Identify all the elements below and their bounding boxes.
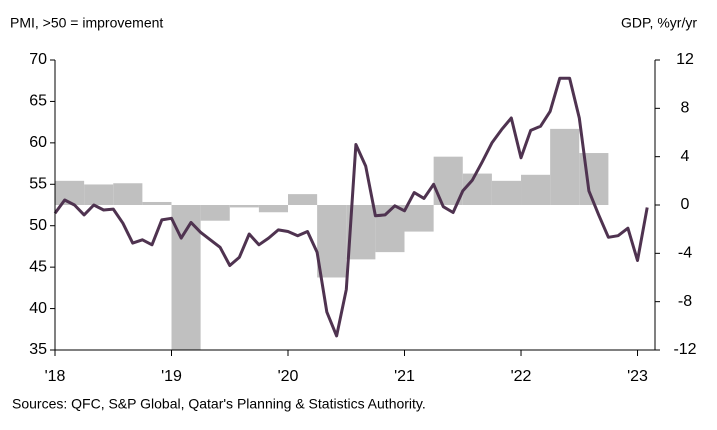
pmi-line	[53, 76, 649, 338]
gdp-bar	[550, 128, 580, 205]
y2-tick-label: -8	[678, 293, 692, 310]
gdp-bar	[142, 201, 172, 205]
source-note: Sources: QFC, S&P Global, Qatar's Planni…	[12, 396, 426, 412]
x-tick-label: '20	[278, 368, 299, 385]
gdp-bar	[521, 174, 551, 205]
y2-tick-label: 0	[681, 196, 690, 213]
y-axis-label: PMI, >50 = improvement	[10, 15, 163, 31]
y2-tick-label: 12	[676, 51, 694, 68]
y-tick-label: 45	[29, 258, 47, 275]
x-tick-label: '22	[511, 368, 532, 385]
gdp-bar	[258, 205, 289, 213]
gdp-bar	[404, 205, 434, 232]
gdp-bar	[113, 183, 143, 205]
gdp-bar	[491, 180, 522, 205]
gdp-bar	[84, 184, 114, 205]
gdp-bar	[229, 205, 259, 208]
y-tick-label: 40	[29, 300, 47, 317]
y2-axis-label: GDP, %yr/yr	[621, 15, 697, 31]
y2-tick-label: 4	[681, 148, 690, 165]
x-tick-label: '19	[161, 368, 182, 385]
gdp-bar	[317, 205, 347, 278]
y-tick-label: 70	[29, 51, 47, 68]
gdp-bar	[375, 205, 405, 253]
y2-tick-label: -4	[678, 245, 692, 262]
x-tick-label: '21	[394, 368, 415, 385]
y-tick-label: 65	[29, 93, 47, 110]
gdp-bar	[462, 173, 492, 205]
y-tick-label: 35	[29, 341, 47, 358]
y-tick-label: 55	[29, 176, 47, 193]
y-tick-label: 50	[29, 217, 47, 234]
y-tick-label: 60	[29, 134, 47, 151]
x-tick-label: '18	[45, 368, 66, 385]
y2-tick-label: -12	[673, 341, 696, 358]
gdp-bar	[288, 194, 318, 205]
gdp-bar	[200, 205, 230, 221]
y2-tick-label: 8	[681, 100, 690, 117]
x-tick-label: '23	[627, 368, 648, 385]
